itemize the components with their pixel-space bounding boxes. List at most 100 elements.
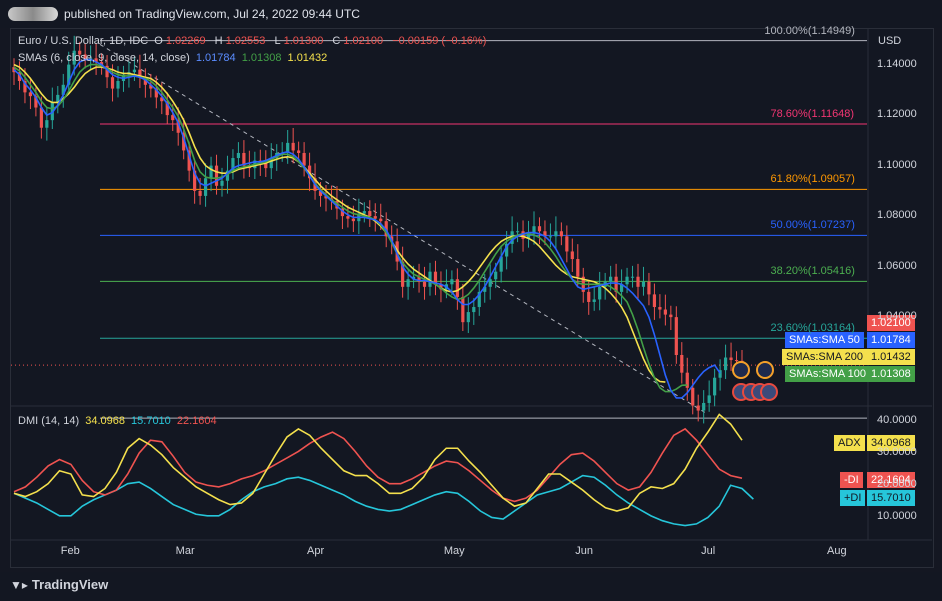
candle-body: [176, 120, 180, 133]
time-tick-label: Apr: [307, 545, 325, 557]
top-bar: published on TradingView.com, Jul 24, 20…: [0, 0, 942, 28]
price-tick-label: 1.04000: [877, 310, 917, 323]
minus-di-line: [13, 427, 743, 503]
candle-body: [269, 158, 273, 169]
tradingview-brand[interactable]: ▼▸ TradingView: [10, 577, 109, 592]
candle-body: [488, 279, 492, 287]
price-tick-label: 1.12000: [877, 108, 917, 121]
candle-body: [422, 281, 427, 287]
candle-body: [335, 200, 339, 209]
price-tick-label: 1.10000: [877, 158, 917, 171]
candle-body: [669, 314, 673, 318]
candle-body: [713, 377, 717, 396]
candle-body: [614, 276, 618, 292]
published-text: published on TradingView.com, Jul 24, 20…: [64, 7, 360, 21]
candle-body: [116, 81, 120, 89]
candle-body: [537, 226, 542, 232]
candle-body: [433, 271, 438, 285]
candle-body: [346, 216, 350, 219]
candle-body: [34, 96, 38, 108]
candle-body: [187, 150, 191, 171]
candle-body: [702, 402, 706, 411]
sma-legend: SMAs (6, close, 9, close, 14, close) 1.0…: [18, 52, 330, 64]
candle-body: [461, 296, 465, 323]
publisher-avatar: [8, 7, 58, 21]
dmi-tick-label: 10.0000: [877, 510, 917, 523]
candle-body: [466, 312, 470, 323]
candle-body: [619, 284, 624, 292]
candle-body: [45, 120, 49, 128]
candle-body: [691, 387, 695, 406]
dmi-value-adx: 34.0968: [85, 415, 125, 427]
candle-body: [154, 88, 158, 98]
fib-level-label: 23.60%(1.03164): [770, 322, 855, 335]
dmi-title: DMI (14, 14): [18, 415, 80, 427]
candle-body: [543, 231, 547, 237]
candle-body: [718, 370, 722, 378]
ohlc-close: C 1.02100: [332, 35, 384, 47]
candle-body: [652, 294, 657, 308]
candle-body: [291, 142, 295, 151]
adx-line: [13, 413, 743, 512]
candle-body: [729, 357, 733, 361]
sma100-badge: 1.01308: [867, 366, 915, 382]
price-tick-label: 1.08000: [877, 209, 917, 222]
candle-body: [231, 158, 235, 171]
symbol-title: Euro / U.S. Dollar, 1D, IDC: [18, 35, 149, 47]
candle-body: [149, 84, 153, 89]
candle-body: [576, 259, 580, 277]
ohlc-open: O 1.02269: [154, 35, 206, 47]
sma-value-3: 1.01432: [287, 52, 328, 64]
trend-line: [99, 43, 707, 414]
candle-body: [515, 231, 520, 233]
sma-9-line: [13, 63, 688, 393]
fib-level-label: 100.00%(1.14949): [764, 24, 855, 37]
candle-body: [94, 58, 98, 63]
fib-level-label: 61.80%(1.09057): [770, 173, 855, 186]
last-price-badge: 1.02100: [867, 315, 915, 331]
time-tick-label: Jun: [575, 545, 593, 557]
candle-body: [373, 216, 377, 219]
candle-body: [674, 317, 678, 355]
candle-body: [477, 291, 481, 308]
candle-body: [39, 107, 43, 128]
dmi-tick-label: 20.0000: [877, 478, 917, 491]
candle-body: [609, 276, 613, 282]
sma50-tag: SMAs:SMA 50: [785, 332, 864, 348]
candle-body: [734, 360, 739, 362]
candle-body: [160, 97, 164, 102]
currency-label[interactable]: USD: [878, 35, 902, 47]
time-tick-label: May: [443, 545, 465, 557]
candle-body: [379, 218, 383, 222]
ohlc-low: L 1.01300: [274, 35, 324, 47]
eu-event-icon: [732, 361, 750, 379]
candle-body: [56, 94, 60, 103]
candle-body: [450, 279, 454, 285]
dmi-value-plus: 15.7010: [131, 415, 171, 427]
candle-body: [411, 276, 416, 280]
candle-body: [171, 115, 175, 121]
candle-body: [532, 226, 536, 234]
time-tick-label: Aug: [827, 545, 847, 557]
candle-body: [570, 251, 574, 260]
candle-body: [587, 291, 591, 302]
candle-body: [302, 152, 306, 166]
candle-body: [72, 50, 76, 65]
sma200-badge: 1.01432: [867, 349, 915, 365]
candle-body: [225, 170, 230, 181]
sma200-tag: SMAs:SMA 200: [782, 349, 868, 365]
time-tick-label: Jul: [701, 545, 716, 557]
candle-body: [554, 231, 558, 237]
fib-level-label: 78.60%(1.11648): [770, 107, 855, 120]
candle-body: [455, 279, 459, 297]
candle-body: [28, 92, 33, 97]
plus-di-badge: 15.7010: [867, 490, 915, 506]
sma-title: SMAs (6, close, 9, close, 14, close): [18, 52, 190, 64]
candle-body: [351, 218, 355, 222]
main-legend: Euro / U.S. Dollar, 1D, IDC O 1.02269 H 1.…: [18, 35, 489, 47]
candle-body: [439, 284, 443, 290]
dmi-value-minus: 22.1604: [176, 415, 217, 427]
candle-body: [494, 271, 498, 280]
candle-body: [499, 256, 503, 272]
